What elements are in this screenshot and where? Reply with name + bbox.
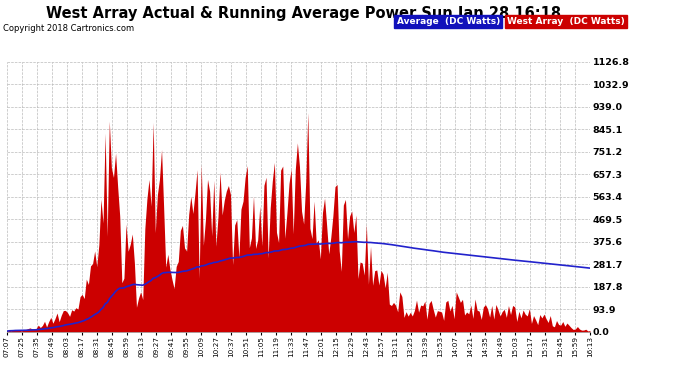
Text: Average  (DC Watts): Average (DC Watts) [397, 17, 500, 26]
Text: West Array  (DC Watts): West Array (DC Watts) [507, 17, 625, 26]
Text: West Array Actual & Running Average Power Sun Jan 28 16:18: West Array Actual & Running Average Powe… [46, 6, 561, 21]
Text: Copyright 2018 Cartronics.com: Copyright 2018 Cartronics.com [3, 24, 135, 33]
